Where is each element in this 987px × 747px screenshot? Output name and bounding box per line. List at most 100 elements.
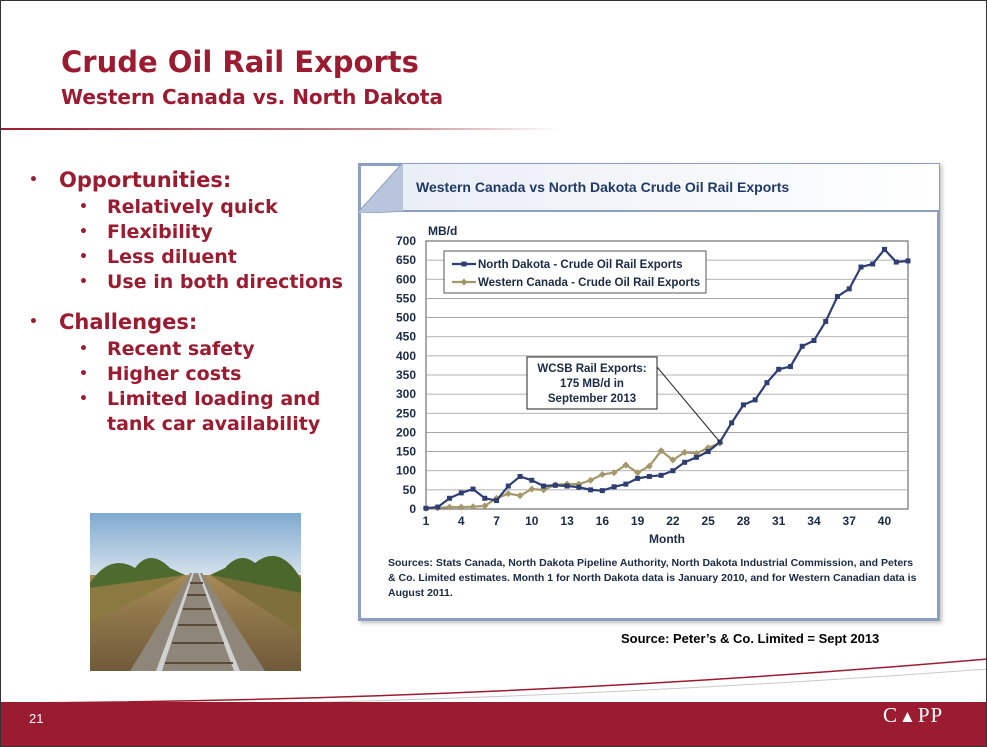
- y-tick-label: 450: [396, 330, 416, 344]
- bullet-heading-challenges: • Challenges:: [29, 310, 198, 334]
- data-point: [447, 495, 453, 501]
- data-point: [811, 338, 817, 344]
- x-tick-label: 13: [560, 514, 574, 528]
- bullet-heading-opportunities: • Opportunities:: [29, 168, 232, 192]
- data-point: [598, 471, 606, 479]
- legend-marker: [461, 261, 467, 267]
- slide-subtitle: Western Canada vs. North Dakota: [61, 85, 443, 109]
- maple-leaf-icon: ▲: [899, 707, 917, 726]
- y-tick-label: 550: [396, 291, 416, 305]
- data-point: [645, 462, 653, 470]
- data-point: [634, 469, 642, 477]
- data-point: [576, 484, 582, 490]
- y-tick-label: 50: [403, 483, 417, 497]
- line-chart: 0 50 100 150 200 250 300 350 400 450 500 550 600 650 7…: [396, 224, 911, 546]
- data-point: [564, 483, 570, 489]
- slide-title: Crude Oil Rail Exports: [61, 45, 419, 79]
- y-tick-label: 250: [396, 406, 416, 420]
- data-point: [893, 259, 899, 265]
- y-tick-label: 600: [396, 272, 416, 286]
- legend-label: Western Canada - Crude Oil Rail Exports: [478, 277, 700, 289]
- x-tick-label: 40: [878, 514, 892, 528]
- y-tick-label: 350: [396, 368, 416, 382]
- x-tick-label: 16: [596, 514, 610, 528]
- data-point: [516, 492, 524, 500]
- x-tick-label: 7: [493, 514, 500, 528]
- legend-box: [443, 250, 707, 294]
- x-tick-label: 37: [843, 514, 857, 528]
- data-point: [905, 258, 911, 264]
- data-point: [823, 318, 829, 324]
- railway-photo: [90, 513, 301, 671]
- y-tick-label: 100: [396, 464, 416, 478]
- annotation-box: [526, 356, 658, 410]
- legend-marker: [460, 278, 468, 286]
- data-point: [881, 246, 887, 252]
- data-point: [588, 487, 594, 493]
- data-point: [776, 366, 782, 372]
- data-point: [705, 449, 711, 455]
- annotation-label: WCSB Rail Exports:: [537, 363, 646, 375]
- x-tick-label: 10: [525, 514, 539, 528]
- data-point: [669, 456, 677, 464]
- data-point: [505, 483, 511, 489]
- annotation-label: 175 MB/d in: [560, 378, 624, 390]
- data-point: [481, 502, 489, 510]
- data-point: [870, 261, 876, 267]
- page-number: 21: [29, 711, 44, 726]
- title-divider: [1, 128, 561, 130]
- data-point: [599, 488, 605, 494]
- x-tick-label: 1: [423, 514, 430, 528]
- data-point: [729, 420, 735, 426]
- bullet-item: • Relatively quick: [79, 196, 278, 218]
- data-point: [670, 468, 676, 474]
- bullet-item: • Higher costs: [79, 363, 242, 385]
- y-tick-label: 150: [396, 445, 416, 459]
- x-tick-label: 19: [631, 514, 645, 528]
- data-point: [611, 484, 617, 490]
- y-tick-label: 0: [409, 502, 416, 516]
- x-tick-label: 34: [807, 514, 821, 528]
- bullet-item: • Limited loading and tank car availabili…: [79, 388, 321, 435]
- x-tick-label: 4: [458, 514, 465, 528]
- data-point: [646, 473, 652, 479]
- x-axis-label: Month: [649, 532, 685, 546]
- data-point: [658, 472, 664, 478]
- x-tick-label: 31: [772, 514, 786, 528]
- data-point: [610, 469, 618, 477]
- annotation-label: September 2013: [548, 393, 636, 405]
- legend-label: North Dakota - Crude Oil Rail Exports: [478, 259, 682, 271]
- y-tick-label: 300: [396, 387, 416, 401]
- data-point: [623, 481, 629, 487]
- data-point: [482, 495, 488, 501]
- y-tick-label: 400: [396, 349, 416, 363]
- data-point: [435, 504, 441, 510]
- x-tick-label: 22: [666, 514, 680, 528]
- data-point: [752, 397, 758, 403]
- data-point: [494, 498, 500, 504]
- x-tick-label: 25: [701, 514, 715, 528]
- bullet-item: • Use in both directions: [79, 271, 343, 293]
- y-axis-label: MB/d: [428, 224, 457, 238]
- source-credit: Source: Peter’s & Co. Limited = Sept 201…: [621, 631, 880, 646]
- data-point: [587, 476, 595, 484]
- data-point: [517, 473, 523, 479]
- data-point: [846, 286, 852, 292]
- data-point: [681, 448, 689, 456]
- data-point: [528, 485, 536, 493]
- data-point: [552, 482, 558, 488]
- data-point: [740, 402, 746, 408]
- y-tick-label: 700: [396, 234, 416, 248]
- bullet-item: • Flexibility: [79, 221, 213, 243]
- y-tick-label: 650: [396, 253, 416, 267]
- data-point: [504, 490, 512, 498]
- capp-logo: C▲PP: [883, 703, 944, 727]
- data-point: [799, 343, 805, 349]
- data-point: [717, 439, 723, 445]
- bullet-item: • Recent safety: [79, 338, 255, 360]
- data-point: [693, 454, 699, 460]
- data-point: [458, 490, 464, 496]
- data-point: [457, 503, 465, 511]
- data-point: [622, 461, 630, 469]
- data-point: [787, 364, 793, 370]
